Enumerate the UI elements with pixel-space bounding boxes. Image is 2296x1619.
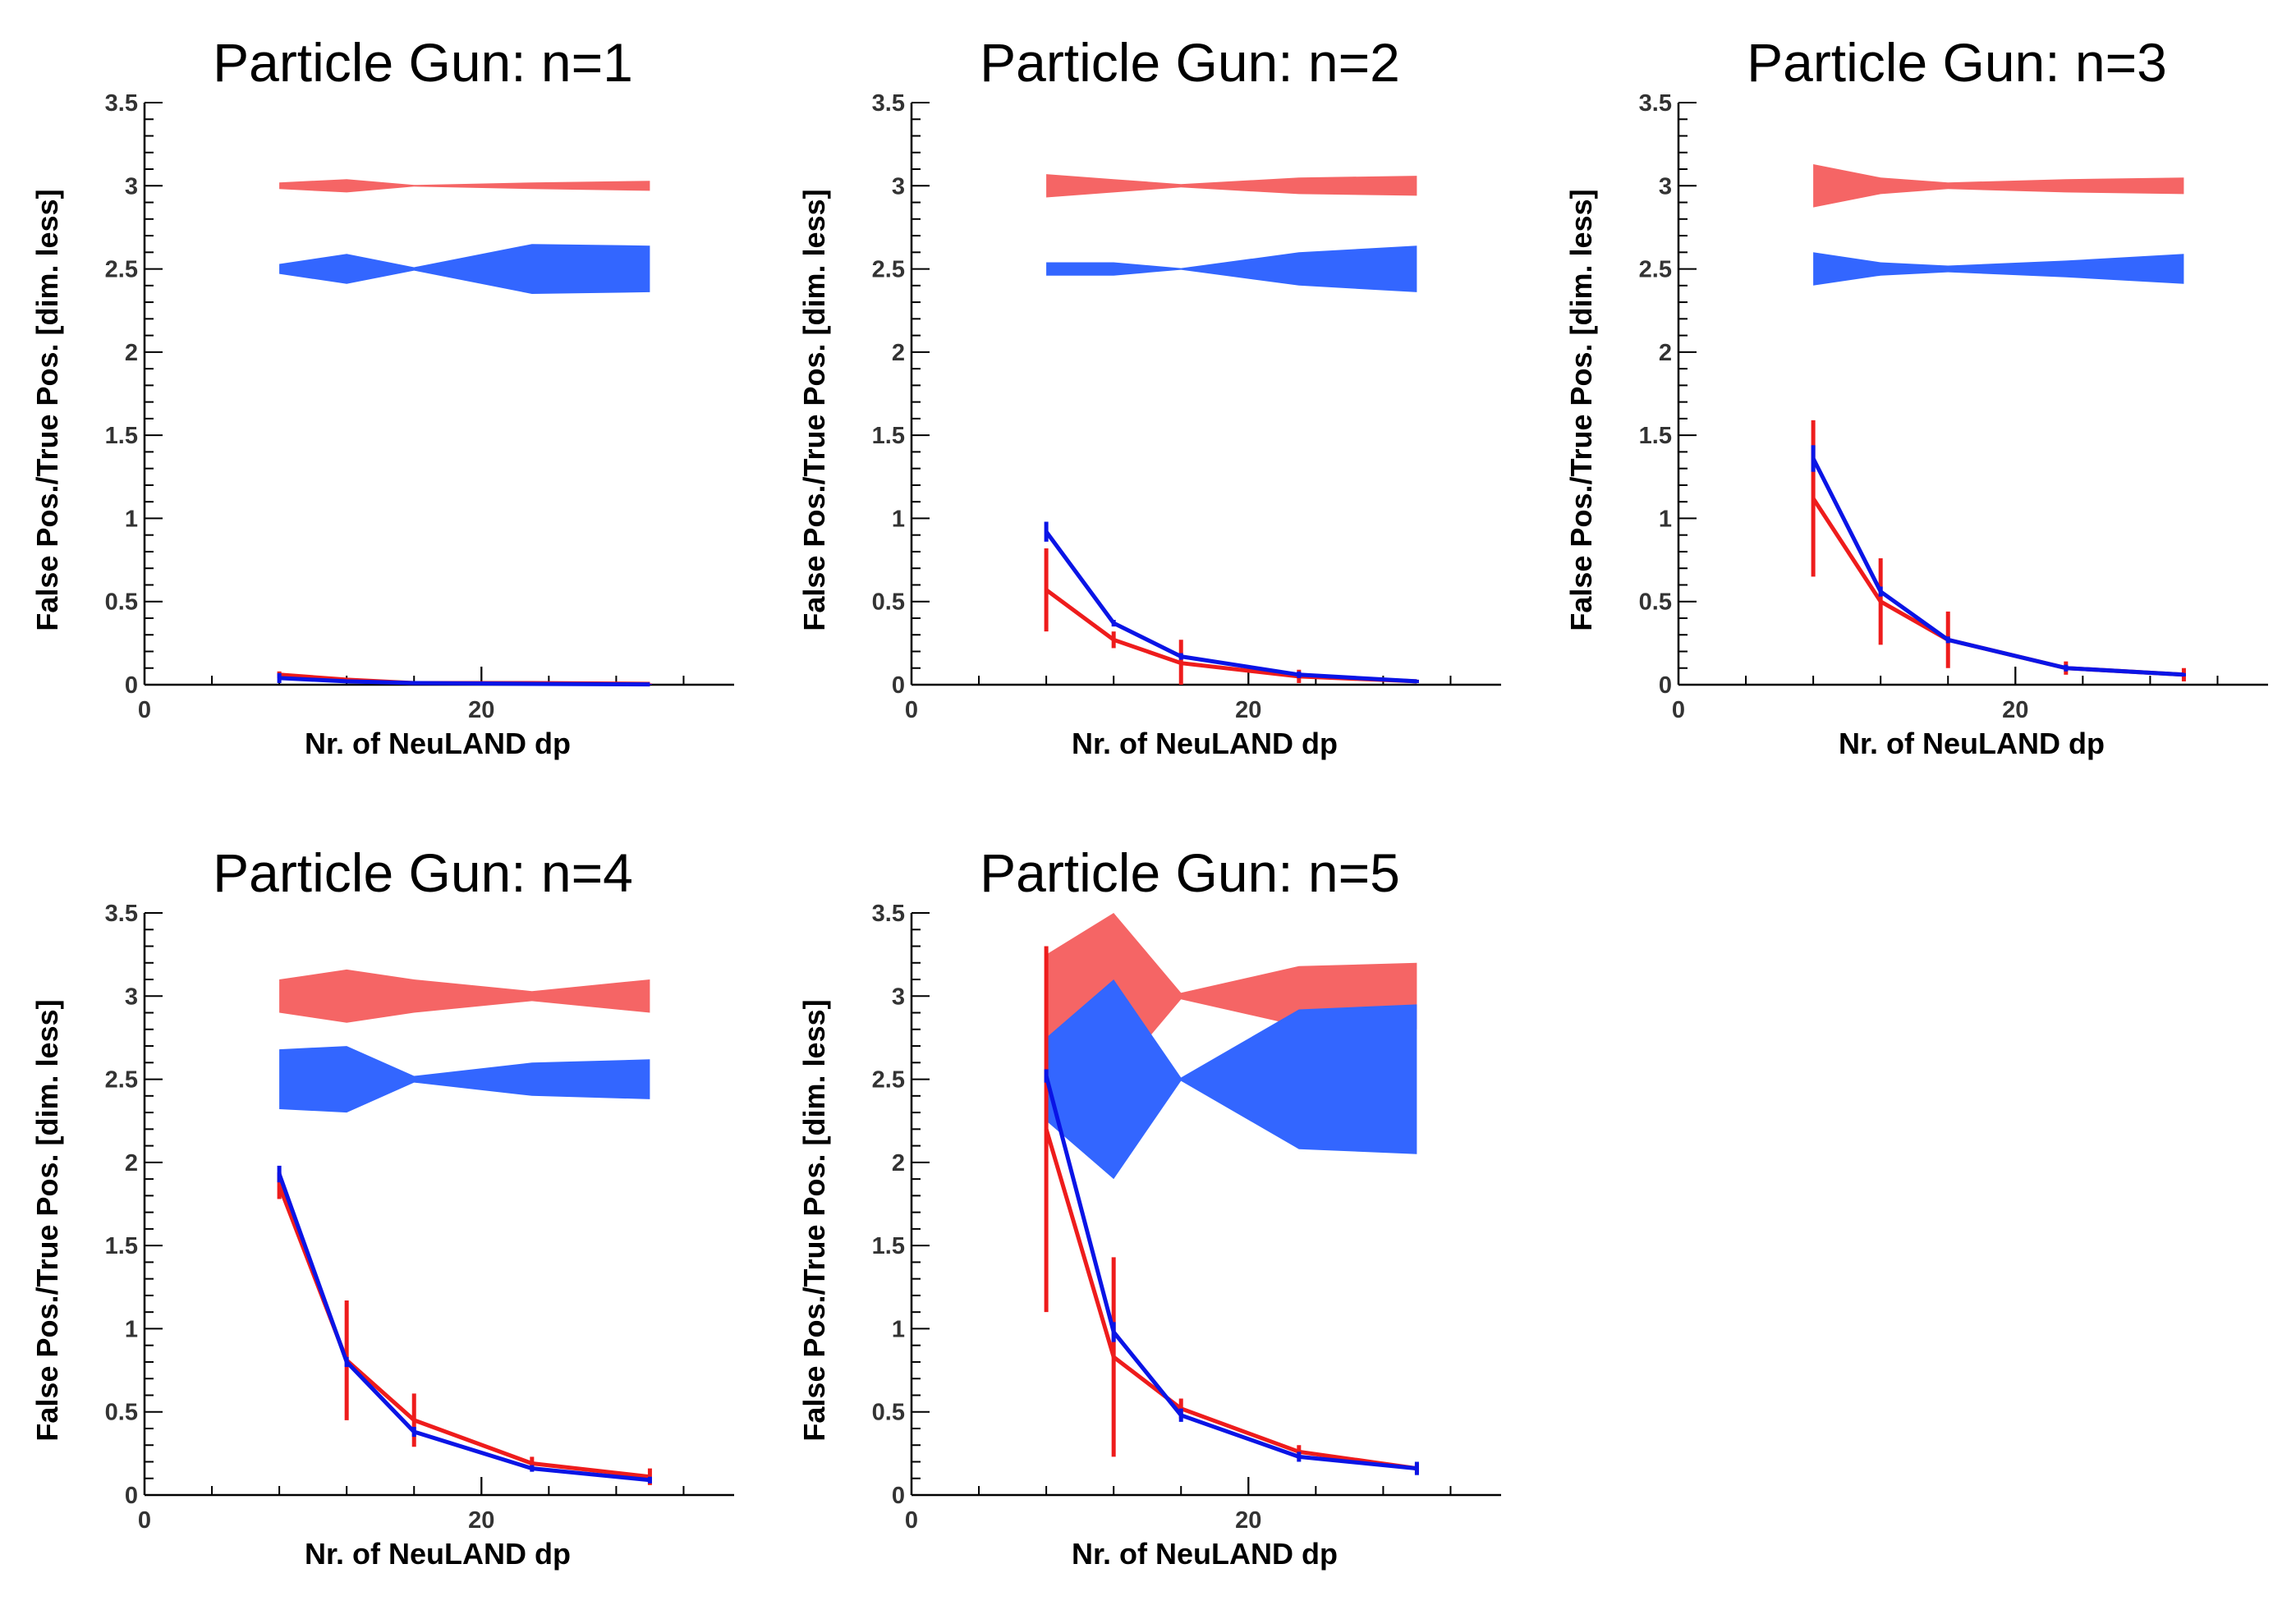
y-axis-label: False Pos./True Pos. [dim. less]	[30, 189, 64, 631]
blue-uncertainty-band	[1046, 979, 1417, 1180]
y-tick-label: 1	[125, 1316, 138, 1342]
y-tick-label: 2.5	[872, 1067, 905, 1094]
x-tick-label: 0	[905, 697, 918, 723]
x-tick-label: 20	[468, 1507, 494, 1534]
x-axis-label: Nr. of NeuLAND dp	[1072, 1537, 1338, 1571]
y-tick-label: 3	[125, 173, 138, 200]
blue-uncertainty-band	[279, 1046, 650, 1113]
x-axis-label: Nr. of NeuLAND dp	[1072, 727, 1338, 760]
y-tick-label: 3.5	[105, 90, 138, 117]
x-tick-label: 20	[2002, 697, 2028, 723]
y-tick-label: 1	[892, 1316, 905, 1342]
y-tick-label: 1.5	[1639, 423, 1672, 449]
blue-series-line	[1811, 457, 2184, 677]
x-tick-label: 0	[1672, 697, 1685, 723]
y-tick-label: 0	[892, 1483, 905, 1509]
y-tick-label: 0.5	[105, 1400, 138, 1426]
red-series-line	[1812, 497, 2184, 677]
y-tick-label: 3.5	[1639, 90, 1672, 117]
y-tick-label: 3.5	[105, 901, 138, 927]
y-tick-label: 2	[1659, 340, 1672, 366]
y-axis-label: False Pos./True Pos. [dim. less]	[30, 999, 64, 1441]
y-tick-label: 2.5	[1639, 257, 1672, 283]
x-tick-label: 0	[138, 1507, 151, 1534]
y-tick-label: 0	[125, 672, 138, 699]
y-tick-label: 0.5	[105, 589, 138, 616]
y-tick-label: 3	[1659, 173, 1672, 200]
y-axis-label: False Pos./True Pos. [dim. less]	[1564, 189, 1598, 631]
y-tick-label: 2.5	[872, 257, 905, 283]
x-tick-label: 0	[905, 1507, 918, 1534]
panel-title: Particle Gun: n=3	[1747, 32, 2167, 93]
y-tick-label: 0.5	[872, 589, 905, 616]
y-tick-label: 1	[892, 506, 905, 532]
panel-1: Particle Gun: n=1 0 0.5 1 1.5 2 2.5 3 3.5 0 20 Nr. …	[30, 32, 734, 760]
y-tick-label: 0.5	[872, 1400, 905, 1426]
y-tick-label: 2	[125, 1150, 138, 1176]
panel-title: Particle Gun: n=5	[980, 842, 1400, 903]
y-tick-label: 3	[125, 984, 138, 1010]
y-tick-label: 3	[892, 173, 905, 200]
x-tick-label: 20	[468, 697, 494, 723]
y-tick-label: 0	[125, 1483, 138, 1509]
y-tick-label: 0	[1659, 672, 1672, 699]
y-tick-label: 1	[1659, 506, 1672, 532]
red-uncertainty-band	[279, 969, 650, 1023]
panel-5: Particle Gun: n=5 0 0.5 1 1.5 2 2.5 3 3.5 0 20 Nr. …	[797, 842, 1501, 1571]
red-uncertainty-band	[1813, 164, 2184, 208]
x-tick-label: 0	[138, 697, 151, 723]
blue-series-line	[277, 1173, 650, 1483]
y-tick-label: 1.5	[872, 423, 905, 449]
y-axis-label: False Pos./True Pos. [dim. less]	[797, 189, 831, 631]
y-tick-label: 2.5	[105, 1067, 138, 1094]
x-axis-label: Nr. of NeuLAND dp	[305, 1537, 571, 1571]
panel-title: Particle Gun: n=4	[213, 842, 633, 903]
y-tick-label: 2.5	[105, 257, 138, 283]
y-tick-label: 1	[125, 506, 138, 532]
panel-title: Particle Gun: n=1	[213, 32, 633, 93]
blue-uncertainty-band	[1046, 245, 1417, 292]
y-tick-label: 2	[125, 340, 138, 366]
red-series-line	[1045, 588, 1417, 684]
y-axis-label: False Pos./True Pos. [dim. less]	[797, 999, 831, 1441]
y-tick-label: 3.5	[872, 90, 905, 117]
y-tick-label: 0	[892, 672, 905, 699]
y-tick-label: 2	[892, 340, 905, 366]
red-uncertainty-band	[1046, 174, 1417, 198]
y-tick-label: 1.5	[105, 1233, 138, 1259]
y-tick-label: 1.5	[872, 1233, 905, 1259]
y-tick-label: 3	[892, 984, 905, 1010]
panel-2: Particle Gun: n=2 0 0.5 1 1.5 2 2.5 3 3.5 0 20 Nr. …	[797, 32, 1501, 760]
y-tick-label: 3.5	[872, 901, 905, 927]
y-tick-label: 1.5	[105, 423, 138, 449]
blue-uncertainty-band	[279, 244, 650, 294]
panel-3: Particle Gun: n=3 0 0.5 1 1.5 2 2.5 3 3.5 0 20 Nr. …	[1564, 32, 2268, 760]
panel-4: Particle Gun: n=4 0 0.5 1 1.5 2 2.5 3 3.5 0 20 Nr. …	[30, 842, 734, 1571]
x-axis-label: Nr. of NeuLAND dp	[1839, 727, 2105, 760]
blue-uncertainty-band	[1813, 252, 2184, 286]
x-axis-label: Nr. of NeuLAND dp	[305, 727, 571, 760]
red-uncertainty-band	[279, 179, 650, 193]
y-tick-label: 0.5	[1639, 589, 1672, 616]
y-tick-label: 2	[892, 1150, 905, 1176]
x-tick-label: 20	[1235, 1507, 1261, 1534]
blue-series-line	[1045, 530, 1417, 684]
red-series-line	[1044, 1128, 1417, 1471]
panel-title: Particle Gun: n=2	[980, 32, 1400, 93]
x-tick-label: 20	[1235, 697, 1261, 723]
